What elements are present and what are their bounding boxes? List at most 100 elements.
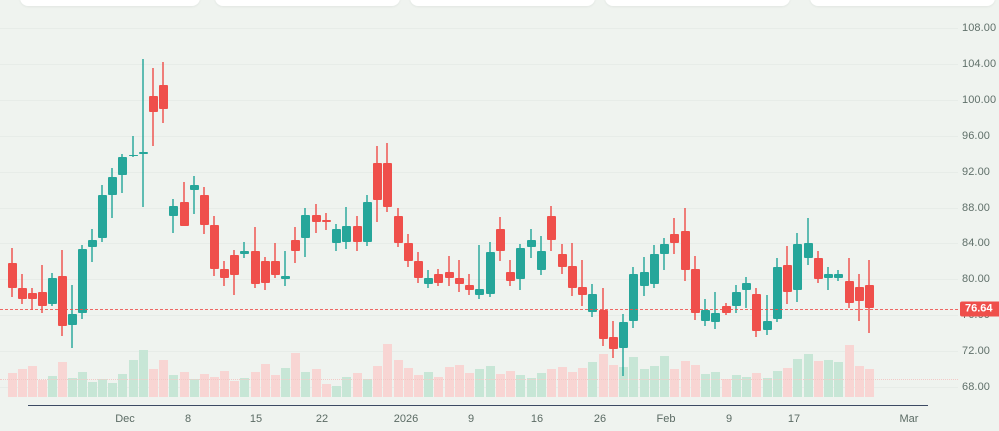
candle-body xyxy=(341,226,351,242)
candle-body xyxy=(690,268,700,313)
candle-body xyxy=(587,293,597,312)
volume-bar xyxy=(782,368,792,397)
price-axis-label: 108.00 xyxy=(962,21,997,34)
volume-bar xyxy=(741,376,751,397)
volume-bar xyxy=(505,370,515,397)
candle-body xyxy=(37,291,47,307)
candle-body xyxy=(854,286,864,301)
time-axis-label: 22 xyxy=(315,413,329,425)
candle-body xyxy=(792,244,802,291)
volume-bar xyxy=(17,369,27,397)
candle-body xyxy=(485,252,495,294)
candle-body xyxy=(454,277,464,284)
candle-body xyxy=(189,185,199,191)
volume-bar xyxy=(219,370,229,397)
candle-body xyxy=(741,282,751,291)
volume-bar xyxy=(823,359,833,397)
candle-body xyxy=(168,205,178,217)
volume-bar xyxy=(557,367,567,397)
candle-body xyxy=(97,194,107,238)
volume-bar xyxy=(495,374,505,397)
candle-body xyxy=(782,264,792,292)
toolbar-card-2[interactable] xyxy=(215,0,400,6)
volume-bar xyxy=(372,365,382,397)
candle-body xyxy=(444,272,454,279)
current-price-badge[interactable]: 76.64 xyxy=(960,301,999,317)
candle-body xyxy=(823,273,833,278)
candle-wick xyxy=(41,264,43,314)
volume-bar xyxy=(618,367,628,397)
candle-body xyxy=(649,254,659,284)
price-axis-label: 92.00 xyxy=(962,165,991,178)
volume-bar xyxy=(270,375,280,397)
time-axis-label: 26 xyxy=(593,413,607,425)
volume-bar xyxy=(311,369,321,397)
candle-body xyxy=(813,257,823,280)
time-axis-label: 9 xyxy=(725,413,733,425)
volume-bar xyxy=(7,373,17,397)
gridline xyxy=(0,351,958,353)
volume-bar xyxy=(721,379,731,397)
gridline xyxy=(0,27,958,29)
volume-bar xyxy=(158,360,168,397)
volume-bar xyxy=(515,375,525,397)
candle-body xyxy=(413,261,423,278)
volume-bar xyxy=(37,380,47,397)
candle-body xyxy=(229,255,239,275)
candle-wick xyxy=(193,176,195,214)
volume-bar xyxy=(423,371,433,397)
volume-bar xyxy=(352,373,362,397)
candle-body xyxy=(515,247,525,280)
volume-bar xyxy=(331,386,341,397)
volume-bar xyxy=(659,356,669,397)
candle-wick xyxy=(478,245,480,300)
candle-body xyxy=(352,226,362,242)
chart-plot-area[interactable] xyxy=(0,10,958,405)
candle-body xyxy=(372,162,382,201)
volume-bar xyxy=(598,353,608,397)
toolbar-card-3[interactable] xyxy=(410,0,595,6)
toolbar-card-5[interactable] xyxy=(810,0,995,6)
volume-bar xyxy=(403,368,413,397)
volume-bar xyxy=(47,376,57,397)
candle-body xyxy=(567,265,577,289)
candle-body xyxy=(321,220,331,222)
candle-wick xyxy=(284,251,286,286)
volume-bar xyxy=(854,365,864,397)
candle-wick xyxy=(468,273,470,296)
time-axis[interactable]: Dec 8 15 22 2026 9 16 26 Feb 9 17 Mar xyxy=(0,405,958,431)
volume-bar xyxy=(751,373,761,397)
time-axis-label: 8 xyxy=(184,413,192,425)
volume-bar xyxy=(189,379,199,397)
volume-bar xyxy=(97,379,107,397)
volume-bar xyxy=(864,369,874,397)
candle-wick xyxy=(274,242,276,279)
volume-bar xyxy=(608,364,618,397)
price-axis-label: 88.00 xyxy=(962,201,991,214)
volume-bar xyxy=(321,383,331,397)
candle-body xyxy=(87,239,97,247)
time-axis-label: 15 xyxy=(249,413,263,425)
volume-bar xyxy=(628,357,638,397)
volume-bar xyxy=(649,365,659,397)
volume-bar xyxy=(67,377,77,397)
toolbar-card-1[interactable] xyxy=(20,0,200,6)
candle-wick xyxy=(243,241,245,258)
volume-bar xyxy=(148,368,158,397)
candle-body xyxy=(844,281,854,303)
price-axis[interactable]: 108.00 104.00 100.00 96.00 92.00 88.00 84.00 80… xyxy=(958,0,999,431)
candle-wick xyxy=(132,135,134,158)
gridline xyxy=(0,315,958,317)
volume-bar xyxy=(731,375,741,397)
toolbar-card-4[interactable] xyxy=(605,0,790,6)
candle-body xyxy=(7,263,17,289)
volume-bar xyxy=(700,374,710,397)
candle-body xyxy=(526,239,536,247)
price-dashed-line xyxy=(0,309,958,311)
candle-body xyxy=(393,216,403,244)
volume-bar xyxy=(239,378,249,397)
volume-bar xyxy=(485,365,495,397)
candle-body xyxy=(300,214,310,238)
volume-bar xyxy=(526,377,536,397)
candle-body xyxy=(67,314,77,326)
